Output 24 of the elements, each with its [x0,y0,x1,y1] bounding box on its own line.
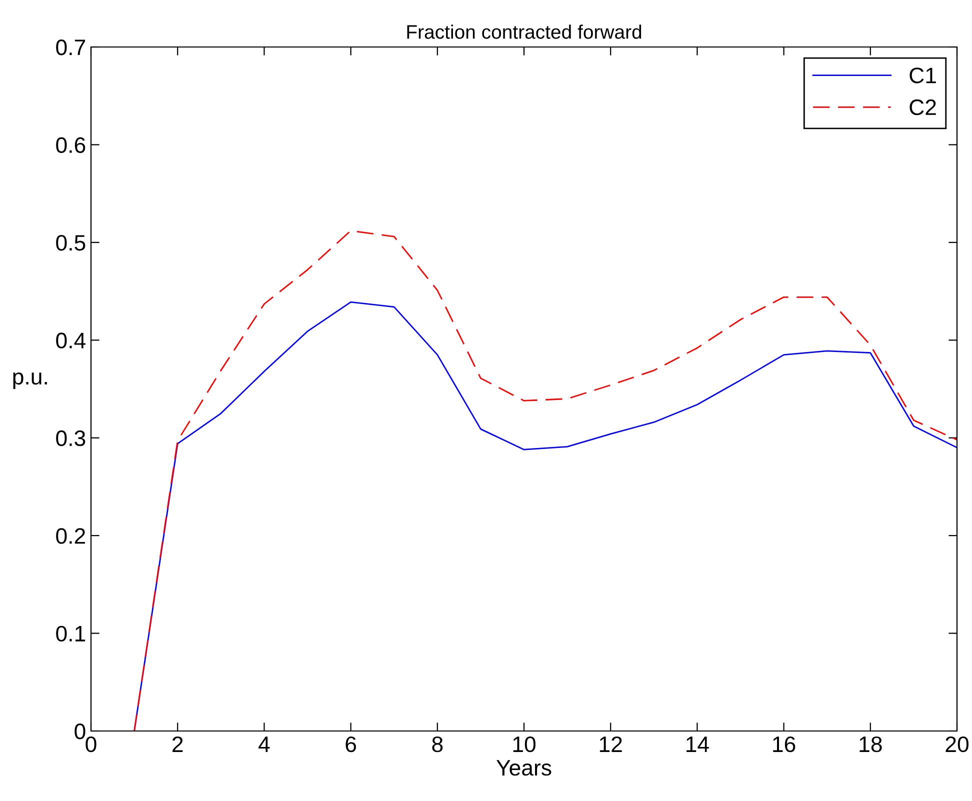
x-tick-label: 2 [172,736,183,752]
y-tick-label: 0.6 [56,137,86,153]
chart-title: Fraction contracted forward [407,24,642,39]
legend-label: C1 [910,68,936,84]
x-tick-label: 14 [686,736,709,752]
x-tick-label: 6 [346,736,356,752]
x-tick-label: 20 [946,736,968,752]
legend-label: C2 [910,99,936,116]
y-tick-label: 0.3 [56,430,86,446]
y-axis-title: p.u. [13,372,47,389]
x-tick-label: 8 [432,736,443,752]
x-tick-label: 4 [258,736,270,752]
x-tick-label: 16 [773,736,796,752]
y-tick-label: 0.2 [56,528,86,544]
x-tick-label: 18 [860,736,882,752]
y-tick-label: 0 [74,724,86,740]
x-tick-label: 12 [600,736,622,752]
x-tick-label: 0 [86,736,96,752]
x-tick-label: 10 [513,736,536,752]
y-tick-label: 0.5 [56,234,86,251]
x-axis-title: Years [496,760,552,776]
y-tick-label: 0.7 [56,40,86,56]
y-tick-label: 0.1 [56,626,86,642]
y-tick-label: 0.4 [56,332,86,348]
